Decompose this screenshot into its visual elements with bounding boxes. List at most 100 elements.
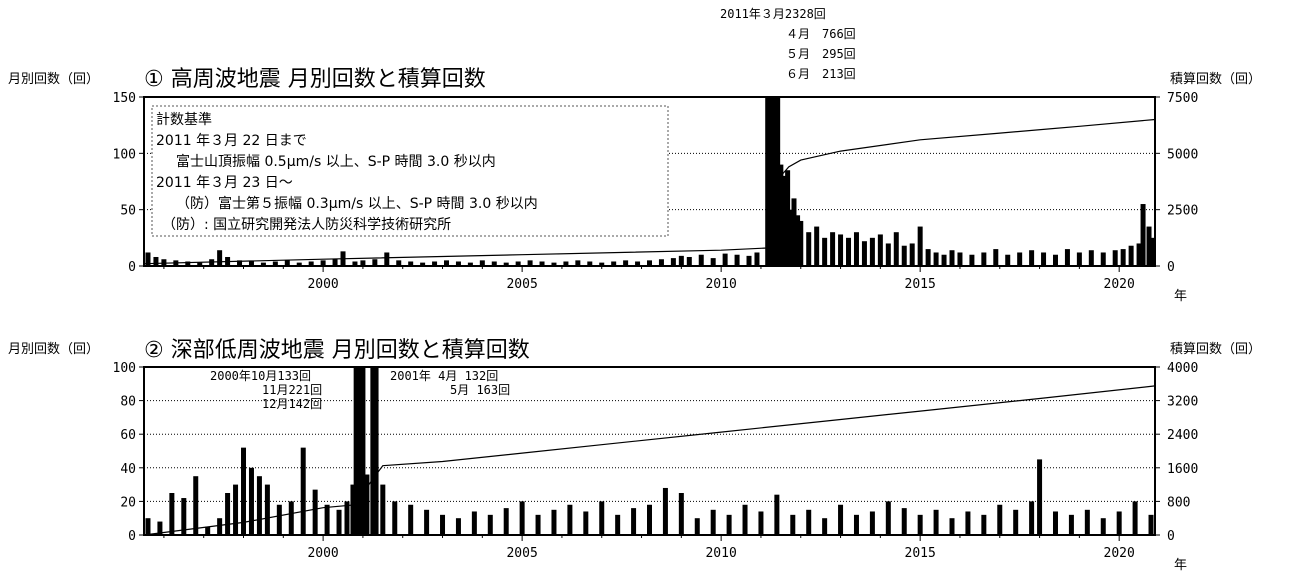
- chart2-ytick-right-label: 1600: [1167, 462, 1198, 477]
- chart1-bar: [969, 254, 975, 266]
- chart1-bar: [209, 259, 215, 266]
- chart2-bar: [440, 514, 446, 535]
- chart1-bar: [491, 261, 497, 266]
- chart2-bar: [350, 484, 356, 535]
- chart1-bar: [781, 175, 787, 266]
- chart2-annotation-nov2000: 11月221回: [262, 383, 322, 397]
- chart1-bar: [698, 254, 704, 266]
- chart2-bar: [455, 518, 461, 535]
- chart2-bar: [344, 501, 350, 535]
- chart1-bar: [563, 261, 569, 266]
- chart2-bar: [567, 504, 573, 535]
- chart2-bar: [370, 367, 376, 535]
- chart2-bar: [424, 509, 430, 535]
- chart1-bar: [284, 260, 290, 266]
- chart1-bar: [384, 252, 390, 266]
- chart1-bar: [722, 253, 728, 266]
- chart1-bar: [1146, 226, 1152, 266]
- chart1-bar: [455, 261, 461, 266]
- chart1-bar: [420, 262, 426, 266]
- chart1-bar: [957, 252, 963, 266]
- chart2-bar: [380, 484, 386, 535]
- chart2-bar: [288, 501, 294, 535]
- chart1-bar: [838, 234, 844, 266]
- chart2-bar: [1132, 501, 1138, 535]
- chart1-bar: [788, 209, 794, 266]
- chart1-bar: [503, 262, 509, 266]
- chart1-bar: [925, 249, 931, 266]
- chart1-bar: [1005, 254, 1011, 266]
- chart2-bar: [1084, 509, 1090, 535]
- chart2-bar: [336, 509, 342, 535]
- chart1-bar: [647, 260, 652, 266]
- chart1-bar: [352, 261, 358, 266]
- chart1-bar: [869, 237, 875, 266]
- chart2-bar: [248, 467, 254, 535]
- chart2-ytick-label: 60: [120, 428, 136, 443]
- chart1-xtick-label: 2015: [905, 277, 936, 292]
- chart1-bar: [1041, 252, 1047, 266]
- chart2-bar: [615, 514, 621, 535]
- chart2-annotation-dec2000: 12月142回: [262, 397, 322, 411]
- chart2-bar: [1037, 459, 1043, 535]
- chart1-bar: [941, 254, 947, 266]
- chart1-xtick-label: 2005: [506, 277, 537, 292]
- chart2-xtick-label: 2000: [307, 546, 338, 561]
- chart1-bar: [1088, 250, 1094, 266]
- chart2-bar: [631, 508, 637, 535]
- chart2-annotation-oct2000: 2000年10月133回: [210, 369, 311, 383]
- chart1-bar: [153, 256, 159, 266]
- chart1-bar: [308, 261, 314, 266]
- chart2-cumulative-line: [143, 385, 1156, 536]
- chart2-bar: [599, 501, 605, 535]
- chart2-xtick-label: 2010: [705, 546, 736, 561]
- chart2-bar: [353, 367, 359, 535]
- chart1-bar: [746, 255, 752, 266]
- chart1-bar: [778, 164, 784, 266]
- criteria-heading: 計数基準: [156, 111, 212, 128]
- chart2-bar: [1116, 511, 1122, 535]
- chart1-bar: [1052, 254, 1058, 266]
- chart1-bar: [575, 260, 581, 266]
- chart1-bar: [861, 241, 867, 266]
- chart1-bar: [635, 261, 641, 266]
- chart1-bar: [765, 97, 771, 266]
- chart1-bar: [372, 259, 378, 266]
- chart2-bar: [264, 484, 270, 535]
- chart1-ytick-right-label: 7500: [1167, 91, 1198, 106]
- chart2-bar: [758, 511, 764, 535]
- chart1-bar: [893, 232, 899, 266]
- chart2-bar: [917, 514, 923, 535]
- chart1-bar: [734, 254, 740, 266]
- chart1-title: ① 高周波地震 月別回数と積算回数: [144, 67, 486, 92]
- chart2-bar: [157, 521, 163, 535]
- chart2-bar: [519, 501, 525, 535]
- chart1-ylabel-left: 月別回数（回）: [8, 72, 99, 87]
- chart2-bar: [1029, 501, 1035, 535]
- chart2-ytick-right-label: 4000: [1167, 361, 1198, 376]
- chart1-bar: [611, 261, 617, 266]
- chart1-bar: [791, 198, 797, 266]
- chart2-bar: [694, 518, 700, 535]
- chart1-bar: [272, 261, 278, 266]
- chart1-bar: [1136, 243, 1142, 266]
- chart2-bar: [678, 493, 684, 535]
- chart2-bar: [901, 508, 907, 535]
- chart2-plot: 0 20 40 60 80 100 0 800 1600 2400 3200 4000 2000 2005…: [113, 361, 1199, 561]
- chart1-bar: [949, 250, 955, 266]
- chart2-bar: [364, 474, 370, 535]
- chart1-ytick-right-label: 0: [1167, 260, 1175, 275]
- chart1-bar: [853, 232, 859, 266]
- chart2-bar: [324, 504, 330, 535]
- chart2-bar: [1100, 518, 1106, 535]
- chart1-bar: [1120, 249, 1126, 266]
- chart1-annotation-mar: 2011年３月2328回: [720, 7, 826, 21]
- chart1-bar: [795, 215, 801, 266]
- chart2-bar: [241, 447, 247, 535]
- chart1-bar: [479, 260, 485, 266]
- chart2-bar: [312, 489, 318, 535]
- chart1-bar: [981, 252, 987, 266]
- chart2-ytick-label: 20: [120, 495, 136, 510]
- criteria-period1-rule: 富士山頂振幅 0.5μm/s 以上、S-P 時間 3.0 秒以内: [176, 153, 496, 170]
